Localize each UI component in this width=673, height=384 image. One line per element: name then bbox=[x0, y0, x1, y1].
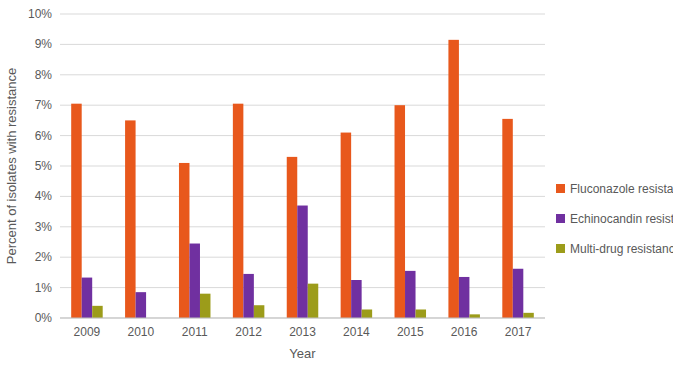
bar bbox=[297, 206, 308, 318]
y-tick-label: 9% bbox=[35, 37, 53, 51]
chart-svg: 0% 1% 2% 3% 4% 5% 6% 7% 8% 9% 10% 2009 2010 2011 2012 2… bbox=[0, 0, 673, 384]
x-tick-label: 2009 bbox=[74, 325, 101, 339]
bar bbox=[82, 278, 93, 318]
bar bbox=[233, 104, 244, 318]
y-tick-label: 10% bbox=[28, 7, 52, 21]
x-tick-label: 2016 bbox=[451, 325, 478, 339]
x-tick-label: 2014 bbox=[343, 325, 370, 339]
bar bbox=[341, 133, 352, 318]
bar bbox=[362, 309, 373, 318]
grid-line bbox=[60, 318, 545, 319]
y-tick-label: 2% bbox=[35, 250, 53, 264]
y-axis-title: Percent of isolates with resistance bbox=[4, 68, 19, 265]
bar bbox=[179, 163, 190, 318]
bar bbox=[136, 292, 147, 318]
grid-line bbox=[60, 74, 545, 75]
legend: Fluconazole resistance Echinocandin resis… bbox=[556, 182, 673, 256]
x-tick-label: 2012 bbox=[235, 325, 262, 339]
y-tick-label: 1% bbox=[35, 281, 53, 295]
bar bbox=[125, 120, 136, 318]
bar bbox=[189, 244, 200, 318]
x-axis-line bbox=[60, 318, 545, 319]
bar bbox=[254, 305, 265, 318]
y-tick-label: 3% bbox=[35, 220, 53, 234]
bar bbox=[502, 119, 513, 318]
bar bbox=[395, 105, 406, 318]
y-tick-label: 5% bbox=[35, 159, 53, 173]
bar bbox=[92, 306, 103, 318]
chart-container: 0% 1% 2% 3% 4% 5% 6% 7% 8% 9% 10% 2009 2010 2011 2012 2… bbox=[0, 0, 673, 384]
bars bbox=[71, 40, 534, 318]
legend-label: Echinocandin resistance bbox=[570, 212, 673, 226]
y-tick-label: 7% bbox=[35, 98, 53, 112]
bar bbox=[523, 313, 534, 318]
grid-line bbox=[60, 44, 545, 45]
y-tick-label: 6% bbox=[35, 129, 53, 143]
legend-swatch bbox=[556, 184, 565, 193]
bar bbox=[448, 40, 459, 318]
bar bbox=[405, 271, 416, 318]
y-tick-label: 8% bbox=[35, 68, 53, 82]
x-tick-label: 2010 bbox=[127, 325, 154, 339]
bar bbox=[416, 309, 427, 318]
x-axis-title: Year bbox=[289, 346, 316, 361]
bar bbox=[469, 314, 480, 318]
x-tick-label: 2015 bbox=[397, 325, 424, 339]
bar bbox=[351, 280, 362, 318]
legend-label: Multi-drug resistance bbox=[570, 242, 673, 256]
legend-label: Fluconazole resistance bbox=[570, 182, 673, 196]
grid-line bbox=[60, 105, 545, 106]
y-tick-label: 4% bbox=[35, 189, 53, 203]
bar bbox=[200, 294, 211, 318]
y-tick-label: 0% bbox=[35, 311, 53, 325]
bar bbox=[513, 269, 524, 318]
bar bbox=[243, 274, 254, 318]
x-tick-label: 2011 bbox=[182, 325, 208, 339]
bar bbox=[71, 104, 82, 318]
x-tick-label: 2017 bbox=[505, 325, 532, 339]
legend-swatch bbox=[556, 244, 565, 253]
bar bbox=[287, 157, 298, 318]
grid-line bbox=[60, 14, 545, 15]
x-tick-label: 2013 bbox=[289, 325, 316, 339]
bar bbox=[459, 277, 470, 318]
bar bbox=[308, 284, 319, 318]
legend-swatch bbox=[556, 214, 565, 223]
